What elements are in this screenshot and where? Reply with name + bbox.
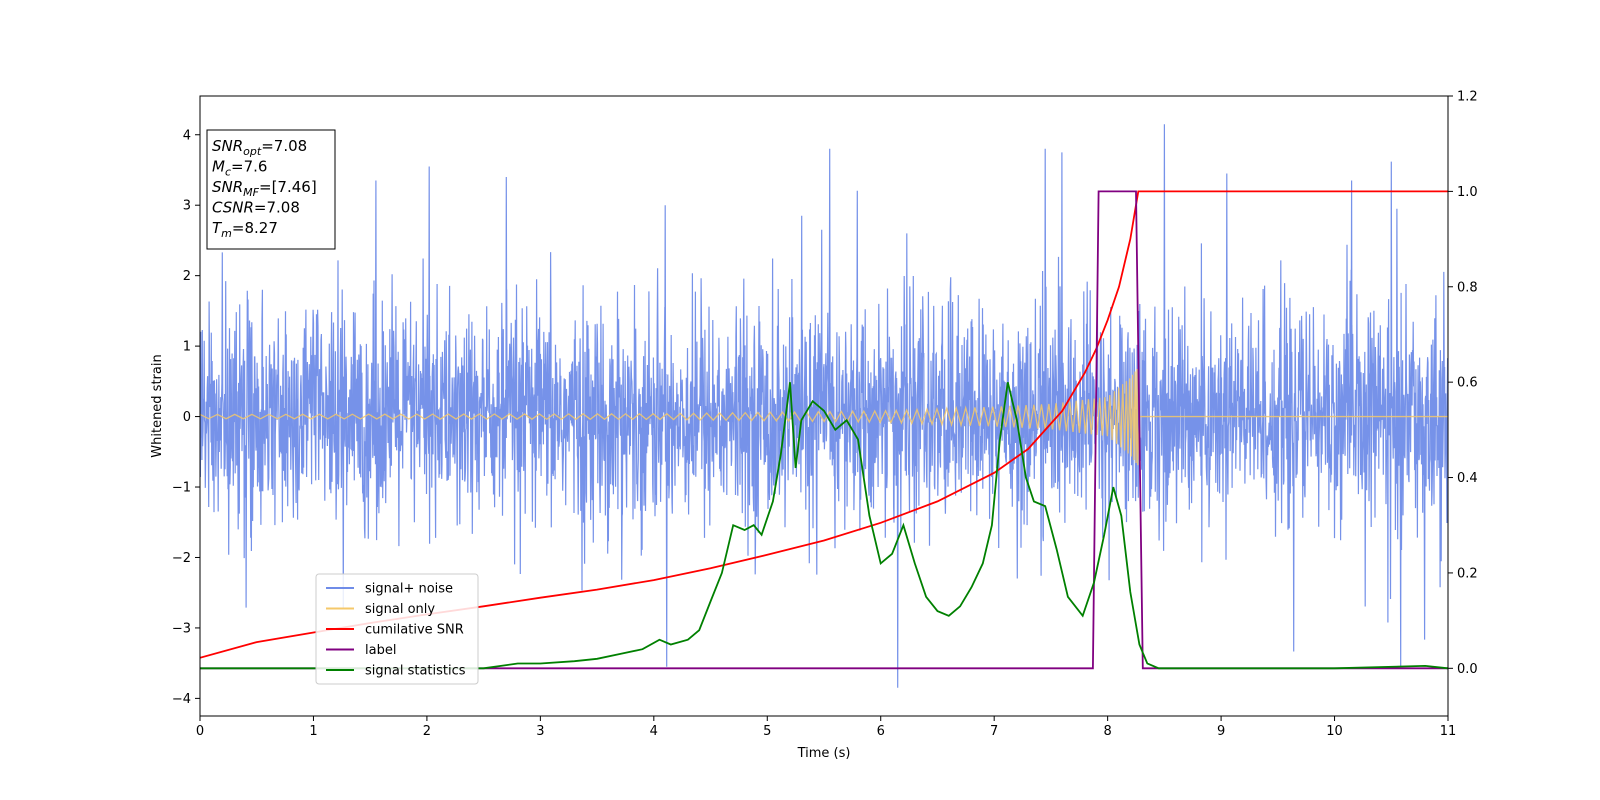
y-tick-label: 1	[183, 340, 191, 355]
y-tick-label: 2	[183, 269, 191, 284]
plot-frame	[199, 95, 1449, 717]
y-tick-label: 3	[183, 199, 191, 214]
x-tick-label: 4	[650, 724, 658, 739]
y2-tick-label: 1.0	[1457, 185, 1478, 200]
info-box-line: SNRMF=[7.46]	[212, 178, 317, 199]
plot-area	[200, 124, 1448, 688]
info-box-frame	[206, 129, 336, 250]
legend-label: label	[365, 643, 396, 658]
y2-tick-label: 0.0	[1457, 662, 1478, 677]
legend: signal+ noise signal only cumilative SNR la…	[315, 573, 479, 685]
y-axis-label: Whitened strain	[150, 354, 165, 457]
x-tick-label: 7	[990, 724, 998, 739]
info-box-line: Mc=7.6	[212, 158, 267, 179]
x-axis-label: Time (s)	[797, 746, 851, 761]
x-tick-label: 2	[423, 724, 431, 739]
x-tick-label: 3	[536, 724, 544, 739]
y-tick-label: −4	[172, 692, 191, 707]
x-tick-label: 6	[877, 724, 885, 739]
x-tick-label: 9	[1217, 724, 1225, 739]
y2-tick-label: 0.8	[1457, 280, 1478, 295]
y-tick-label: −1	[172, 481, 191, 496]
y-tick-label: −2	[172, 551, 191, 566]
x-tick-label: 0	[196, 724, 204, 739]
y-tick-label: −3	[172, 621, 191, 636]
y2-tick-label: 0.6	[1457, 376, 1478, 391]
legend-label: signal statistics	[365, 664, 466, 679]
series-line-signal-statistics	[200, 381, 1448, 670]
axes: 0 1 2 3 4 5 6 7 8 9 10 1143210−1−2−3−41.21.00.80.60…	[172, 90, 1478, 740]
legend-label: signal only	[365, 602, 435, 617]
y2-tick-label: 1.2	[1457, 90, 1478, 105]
legend-label: signal+ noise	[365, 582, 453, 597]
info-box-line: Tm=8.27	[212, 219, 278, 240]
y-tick-label: 4	[183, 128, 191, 143]
x-tick-label: 8	[1103, 724, 1111, 739]
y2-tick-label: 0.4	[1457, 471, 1478, 486]
x-tick-label: 1	[309, 724, 317, 739]
x-tick-label: 10	[1326, 724, 1343, 739]
legend-label: cumilative SNR	[365, 623, 464, 638]
info-box-line: CSNR=7.08	[212, 199, 300, 217]
legend-frame	[315, 573, 479, 685]
info-box-line: SNRopt=7.08	[212, 137, 307, 158]
series-line-signal-noise	[200, 124, 1448, 688]
y2-tick-label: 0.2	[1457, 566, 1478, 581]
y-tick-label: 0	[183, 410, 191, 425]
x-tick-label: 11	[1440, 724, 1457, 739]
x-tick-label: 5	[763, 724, 771, 739]
